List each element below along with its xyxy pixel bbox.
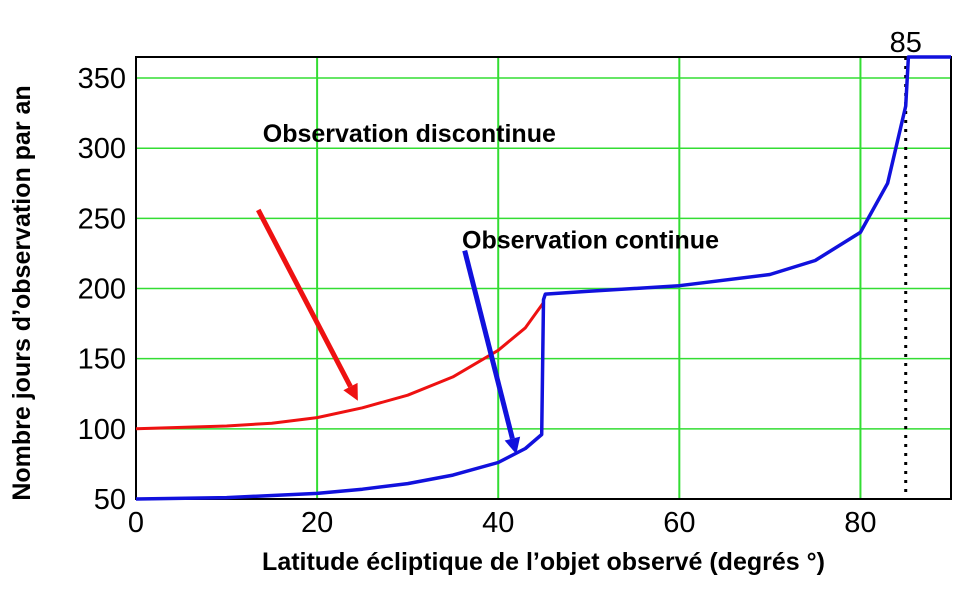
y-tick-label-50: 50 <box>94 484 126 516</box>
y-tick-label-100: 100 <box>78 414 126 446</box>
annotation-3: 85 <box>890 27 922 59</box>
series-group <box>135 55 951 501</box>
x-tick-label-80: 80 <box>844 507 876 539</box>
x-axis-label: Latitude écliptique de l’objet observé (… <box>262 548 825 576</box>
x-tick-label-40: 40 <box>482 507 514 539</box>
arrow-group <box>256 208 521 455</box>
x-tick-label-0: 0 <box>128 507 144 539</box>
arrow-head-2 <box>504 436 521 455</box>
y-tick-label-300: 300 <box>78 133 126 165</box>
y-tick-label-350: 350 <box>78 63 126 95</box>
annotation-1: Observation discontinue <box>263 120 556 148</box>
x-tick-label-60: 60 <box>663 507 695 539</box>
arrow-shaft-1 <box>256 208 353 388</box>
arrow-shaft-2 <box>462 250 515 440</box>
y-axis-label: Nombre jours d’observation par an <box>8 85 36 500</box>
series-line-2 <box>135 55 951 501</box>
x-tick-label-20: 20 <box>301 507 333 539</box>
y-tick-label-200: 200 <box>78 274 126 306</box>
y-ticks: 50 100 150 200 250 300 350 <box>78 63 126 516</box>
arrow-head-1 <box>343 382 358 401</box>
series-line-1 <box>135 301 545 431</box>
plot-frame <box>135 56 952 500</box>
annotation-2: Observation continue <box>462 226 719 254</box>
annotations: Observation discontinue Observation conti… <box>263 27 922 254</box>
y-tick-label-150: 150 <box>78 344 126 376</box>
y-tick-label-250: 250 <box>78 203 126 235</box>
x-ticks: 0 20 40 60 80 <box>128 507 877 539</box>
